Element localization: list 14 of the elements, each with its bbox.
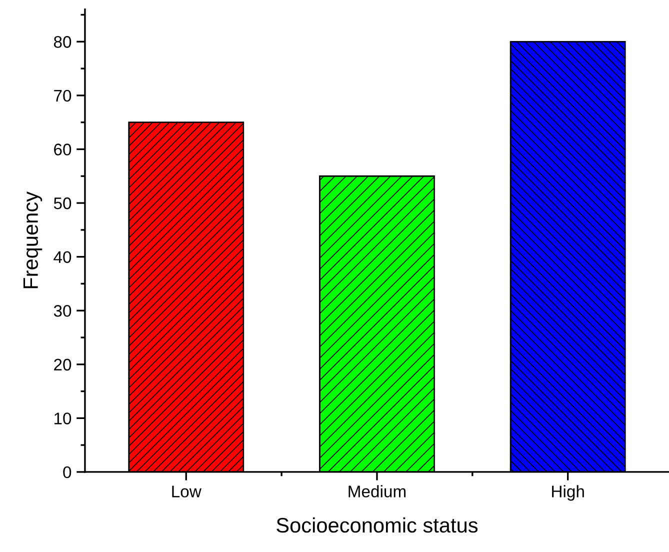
y-tick-label: 20: [54, 358, 72, 371]
y-tick-label: 60: [54, 144, 72, 156]
y-tick-label: 10: [54, 412, 72, 424]
y-tick-label: 70: [54, 90, 72, 102]
x-tick-label: Medium: [348, 485, 406, 498]
y-tick-label: 80: [54, 36, 72, 48]
y-axis-title: Frequency: [23, 191, 42, 288]
x-tick-label: High: [552, 485, 584, 501]
x-axis-title: Socioeconomic status: [276, 517, 478, 533]
y-tick-label: 0: [63, 466, 72, 478]
x-tick-label: Low: [172, 486, 202, 498]
y-tick-label: 50: [54, 197, 72, 210]
y-tick-label: 40: [54, 251, 72, 264]
y-tick-label: 30: [54, 304, 72, 317]
